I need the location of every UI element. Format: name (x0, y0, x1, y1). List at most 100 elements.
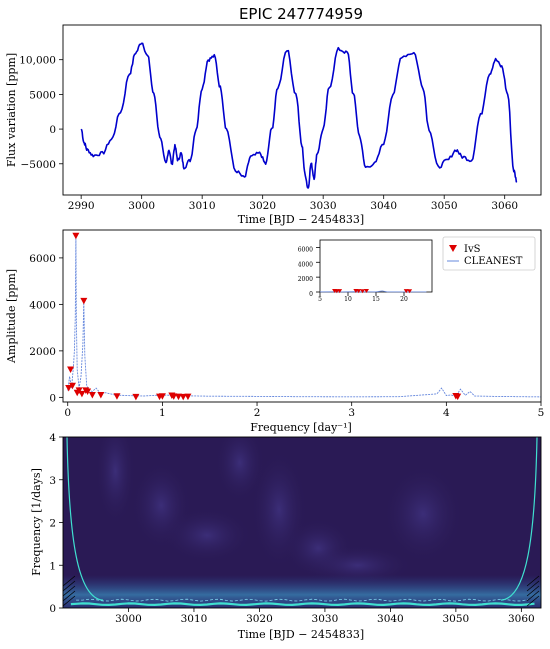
spectrum-axes-frame (62, 229, 542, 403)
wavelet-ylabel: Frequency [1/days] (30, 468, 43, 576)
ivs-marker (174, 393, 182, 401)
flux-series-line (80, 42, 518, 189)
wavelet-xtick-label: 3060 (508, 613, 535, 625)
coi-hatch-line (63, 590, 76, 602)
spectrum-ytick-label: 4000 (29, 299, 56, 311)
inset-ivs-marker (363, 289, 369, 294)
light-curve-xtick-label: 3020 (249, 200, 276, 212)
wavelet-ytick-label: 4 (49, 432, 56, 444)
wavelet-xtick-label: 3000 (115, 613, 142, 625)
ivs-marker (80, 297, 88, 305)
wavelet-xtick-label: 3020 (246, 613, 273, 625)
ivs-marker (88, 392, 96, 399)
coi-hatch-line (526, 585, 540, 597)
spectrum-xtick-label: 2 (254, 407, 261, 419)
spectrum-ytick-label: 0 (49, 392, 56, 404)
spectrum-ylabel: Amplitude [ppm] (5, 269, 18, 364)
ivs-marker (65, 385, 73, 392)
legend-ivs-marker (449, 245, 457, 252)
inset-ytick-label: 0 (309, 291, 313, 298)
inset-ytick-label: 6000 (298, 246, 313, 253)
wavelet-ytick-label: 1 (49, 560, 56, 572)
spectrum-inset: 5 10 15 20 0 2000 4000 6000 (298, 239, 433, 303)
heatmap-cloud (162, 507, 253, 564)
spectrum-xtick-label: 3 (348, 407, 355, 419)
low-frequency-glow (63, 575, 541, 608)
ivs-marker (132, 393, 140, 401)
cone-of-influence-right (500, 437, 538, 601)
ivs-marker (113, 393, 121, 400)
ivs-marker (184, 393, 192, 401)
inset-frame (319, 239, 433, 293)
light-curve-xtick-label: 3030 (310, 200, 337, 212)
spectrum-xlabel: Frequency [day⁻¹] (250, 421, 352, 434)
ivs-marker (75, 387, 83, 394)
ivs-marker (454, 393, 462, 401)
light-curve-ytick-label: 0 (49, 124, 56, 136)
inset-xtick-label: 15 (372, 296, 380, 303)
inset-ivs-marker (360, 289, 366, 294)
inset-xtick-label: 10 (344, 296, 352, 303)
ivs-marker (72, 232, 80, 240)
light-curve-xtick-label: 2990 (68, 200, 95, 212)
coi-hatch-line (526, 575, 540, 587)
light-curve-axes-frame (62, 24, 542, 196)
ivs-marker (97, 392, 105, 399)
ivs-marker (78, 390, 86, 398)
spectrum-xtick-label: 5 (538, 407, 545, 419)
cone-of-influence-left (66, 437, 104, 601)
coi-hatch-line (526, 580, 540, 592)
wavelet-xlabel: Time [BJD − 2454833] (238, 628, 364, 641)
power-ridge (70, 602, 535, 607)
inset-ytick-label: 4000 (298, 261, 313, 268)
ivs-marker (84, 388, 92, 396)
light-curve-xtick-label: 3000 (128, 200, 155, 212)
wavelet-axes-frame (62, 436, 542, 609)
inset-xtick-label: 5 (318, 296, 322, 303)
ivs-marker (179, 393, 187, 401)
wavelet-xtick-label: 3050 (443, 613, 470, 625)
coi-hatch-line (63, 580, 76, 592)
light-curve-ytick-label: 5000 (29, 89, 56, 101)
heatmap-cloud (214, 437, 265, 503)
inset-ivs-marker (356, 289, 362, 294)
light-curve-xtick-label: 3050 (431, 200, 458, 212)
legend-box (442, 236, 536, 271)
ivs-marker (158, 393, 166, 400)
spectrum-xtick-label: 4 (443, 407, 450, 419)
light-curve-xtick-label: 3060 (491, 200, 518, 212)
heatmap-cloud (95, 437, 136, 527)
legend-cleanest-label: CLEANEST (464, 256, 523, 267)
coi-hatch-line (63, 585, 76, 597)
inset-ivs-marker (337, 289, 343, 294)
coi-hatch-line (526, 590, 540, 602)
light-curve-xtick-label: 3010 (189, 200, 216, 212)
wavelet-xtick-label: 3040 (377, 613, 404, 625)
spectrum-ytick-label: 2000 (29, 346, 56, 358)
light-curve-xlabel: Time [BJD − 2454833] (238, 213, 364, 226)
wavelet-ytick-label: 3 (49, 475, 56, 487)
ivs-marker (170, 393, 178, 400)
inset-cleanest-line (319, 290, 427, 293)
legend-ivs-label: IvS (464, 244, 481, 255)
inset-xtick-label: 20 (400, 296, 408, 303)
heatmap-cloud (383, 463, 464, 564)
coi-hatch-line (526, 595, 540, 607)
wavelet-panel: 3000 3010 3020 3030 3040 3050 3060 0 1 2 3 4 Time [… (30, 432, 542, 641)
spectrum-legend: IvS CLEANEST (442, 236, 536, 271)
inset-ivs-marker (403, 289, 409, 294)
light-curve-ytick-label: 10,000 (19, 55, 56, 67)
wavelet-ytick-label: 2 (49, 518, 56, 530)
coi-hatch-line (63, 575, 76, 587)
chart-title: EPIC 247774959 (239, 5, 363, 23)
wavelet-xtick-label: 3010 (181, 613, 208, 625)
wavelet-xtick-label: 3030 (312, 613, 339, 625)
coi-hatch-line (63, 595, 76, 607)
inset-ivs-marker (407, 289, 413, 294)
spectrum-ytick-label: 6000 (29, 253, 56, 265)
spectrum-xtick-label: 0 (64, 407, 71, 419)
inset-ytick-label: 2000 (298, 276, 313, 283)
spectrum-xtick-label: 1 (159, 407, 166, 419)
